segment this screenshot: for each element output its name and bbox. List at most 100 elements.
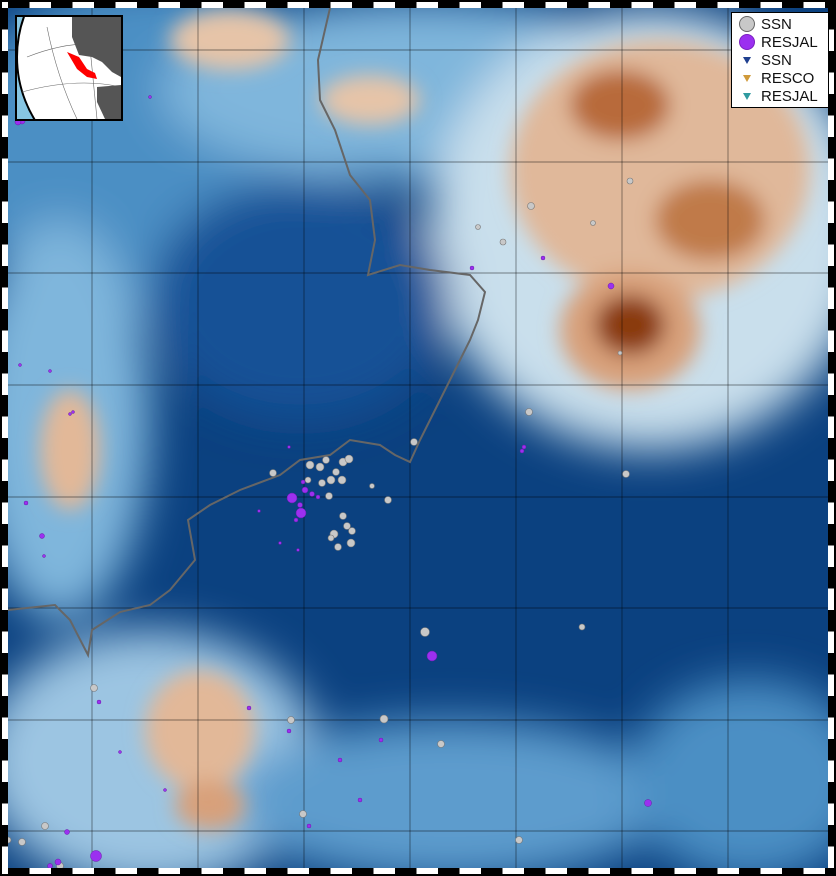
frame-tick	[1, 825, 8, 847]
frame-tick	[696, 1, 718, 8]
ssn-event-marker	[90, 684, 98, 692]
frame-tick	[1, 352, 8, 374]
highlighted-region-mexico	[67, 52, 97, 79]
frame-tick	[1, 8, 8, 30]
frame-tick	[828, 524, 835, 546]
frame-tick	[352, 868, 374, 875]
frame-tick	[653, 868, 675, 875]
ssn-event-marker	[287, 716, 295, 724]
resjal-event-marker	[54, 858, 62, 866]
ssn-event-marker	[369, 483, 375, 489]
resjal-event-marker	[286, 728, 292, 734]
resjal-event-marker	[246, 705, 252, 711]
ssn-event-marker	[379, 714, 389, 724]
resjal-event-marker	[337, 757, 343, 763]
ssn-event-marker	[299, 810, 307, 818]
frame-tick	[1, 51, 8, 73]
frame-tick	[1, 94, 8, 116]
resjal-event-marker	[278, 541, 282, 545]
frame-tick	[567, 868, 589, 875]
frame-tick	[739, 1, 761, 8]
frame-tick	[524, 1, 546, 8]
frame-tick	[94, 868, 116, 875]
frame-tick	[223, 1, 245, 8]
ssn-event-marker	[499, 238, 507, 246]
frame-tick	[696, 868, 718, 875]
teal-triangle-icon	[743, 92, 751, 100]
resjal-event-marker	[378, 737, 384, 743]
frame-tick	[1, 481, 8, 503]
frame-tick	[8, 1, 30, 8]
frame-tick	[1, 223, 8, 245]
frame-tick	[1, 180, 8, 202]
resjal-event-marker	[257, 509, 261, 513]
resjal-event-marker	[357, 797, 363, 803]
frame-tick	[828, 8, 835, 30]
ssn-event-marker	[8, 836, 12, 844]
frame-tick	[828, 481, 835, 503]
ssn-event-marker	[337, 475, 347, 485]
ssn-event-marker	[304, 476, 312, 484]
frame-tick	[438, 1, 460, 8]
resjal-event-marker	[519, 448, 525, 454]
resjal-event-marker	[48, 369, 52, 373]
resjal-event-marker	[306, 823, 312, 829]
resjal-event-marker	[71, 410, 75, 414]
ssn-event-marker	[305, 460, 315, 470]
frame-tick	[828, 739, 835, 761]
ssn-event-marker	[590, 220, 596, 226]
resjal-event-marker	[607, 282, 615, 290]
frame-tick	[828, 137, 835, 159]
ssn-event-marker	[269, 469, 277, 477]
frame-tick	[1, 739, 8, 761]
resjal-event-marker	[148, 95, 152, 99]
frame-tick	[137, 1, 159, 8]
legend-label: RESJAL	[761, 33, 818, 51]
frame-tick	[1, 567, 8, 589]
blue-triangle-icon	[743, 56, 751, 64]
frame-tick	[828, 825, 835, 847]
ssn-event-marker	[626, 177, 634, 185]
frame-tick	[51, 868, 73, 875]
ssn-event-marker	[348, 527, 356, 535]
resjal-event-marker	[293, 517, 299, 523]
frame-tick	[739, 868, 761, 875]
resjal-event-marker	[39, 533, 45, 539]
frame-tick	[1, 653, 8, 675]
frame-tick	[438, 868, 460, 875]
ssn-event-marker	[475, 224, 481, 230]
frame-tick	[1, 438, 8, 460]
resjal-event-marker	[644, 799, 652, 807]
frame-tick	[180, 868, 202, 875]
frame-tick	[51, 1, 73, 8]
resjal-event-marker	[64, 829, 70, 835]
legend-item-ssn-event: SSN	[736, 15, 828, 33]
frame-tick	[828, 653, 835, 675]
resjal-event-marker	[287, 445, 291, 449]
legend: SSN RESJAL SSN RESCO RESJAL	[731, 12, 829, 108]
ssn-event-marker	[622, 470, 630, 478]
frame-tick	[828, 352, 835, 374]
frame-tick	[1, 696, 8, 718]
ssn-event-marker	[18, 838, 26, 846]
frame-tick	[828, 395, 835, 417]
frame-tick	[825, 868, 836, 875]
inset-globe-map	[15, 15, 123, 121]
orange-triangle-icon	[743, 74, 751, 82]
purple-circle-icon	[739, 34, 755, 50]
resjal-event-marker	[297, 502, 303, 508]
resjal-event-marker	[90, 850, 102, 862]
ssn-event-marker	[527, 202, 535, 210]
frame-tick	[825, 1, 836, 8]
legend-label: RESCO	[761, 69, 815, 87]
frame-tick	[828, 438, 835, 460]
resjal-event-marker	[47, 863, 53, 868]
frame-tick	[309, 868, 331, 875]
ssn-event-marker	[322, 456, 330, 464]
ssn-event-marker	[318, 479, 326, 487]
frame-tick	[481, 868, 503, 875]
frame-tick	[137, 868, 159, 875]
frame-tick	[223, 868, 245, 875]
frame-tick	[1, 610, 8, 632]
